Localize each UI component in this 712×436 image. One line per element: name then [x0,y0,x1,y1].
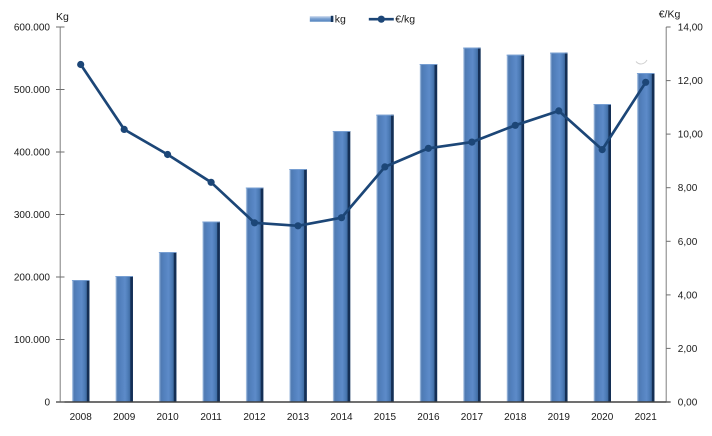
svg-text:14,00: 14,00 [678,23,703,34]
svg-text:2018: 2018 [504,412,527,423]
svg-text:12,00: 12,00 [678,76,703,87]
svg-text:2008: 2008 [70,412,93,423]
svg-text:4,00: 4,00 [678,290,698,301]
svg-text:€/Kg: €/Kg [659,9,681,21]
svg-text:2016: 2016 [417,412,440,423]
svg-text:2013: 2013 [287,412,310,423]
svg-text:200.000: 200.000 [14,273,51,284]
svg-text:2011: 2011 [200,412,222,423]
svg-text:2015: 2015 [374,412,397,423]
svg-text:10,00: 10,00 [678,130,703,141]
svg-text:2009: 2009 [113,412,136,423]
svg-text:2021: 2021 [635,412,658,423]
svg-text:8,00: 8,00 [678,183,698,194]
svg-text:2020: 2020 [591,412,614,423]
svg-text:6,00: 6,00 [678,237,698,248]
svg-text:€/kg: €/kg [395,13,415,25]
svg-text:300.000: 300.000 [14,210,51,221]
svg-text:2012: 2012 [243,412,266,423]
svg-text:2019: 2019 [548,412,571,423]
svg-text:2014: 2014 [330,412,353,423]
svg-text:100.000: 100.000 [14,335,51,346]
svg-text:0: 0 [44,398,50,409]
svg-text:Kg: Kg [56,11,69,23]
svg-text:kg: kg [335,13,346,25]
svg-text:2,00: 2,00 [678,344,698,355]
svg-text:600.000: 600.000 [14,23,51,34]
svg-text:400.000: 400.000 [14,148,51,159]
svg-text:2010: 2010 [156,412,179,423]
svg-text:2017: 2017 [461,412,484,423]
svg-text:0,00: 0,00 [678,398,698,409]
svg-text:500.000: 500.000 [14,85,51,96]
